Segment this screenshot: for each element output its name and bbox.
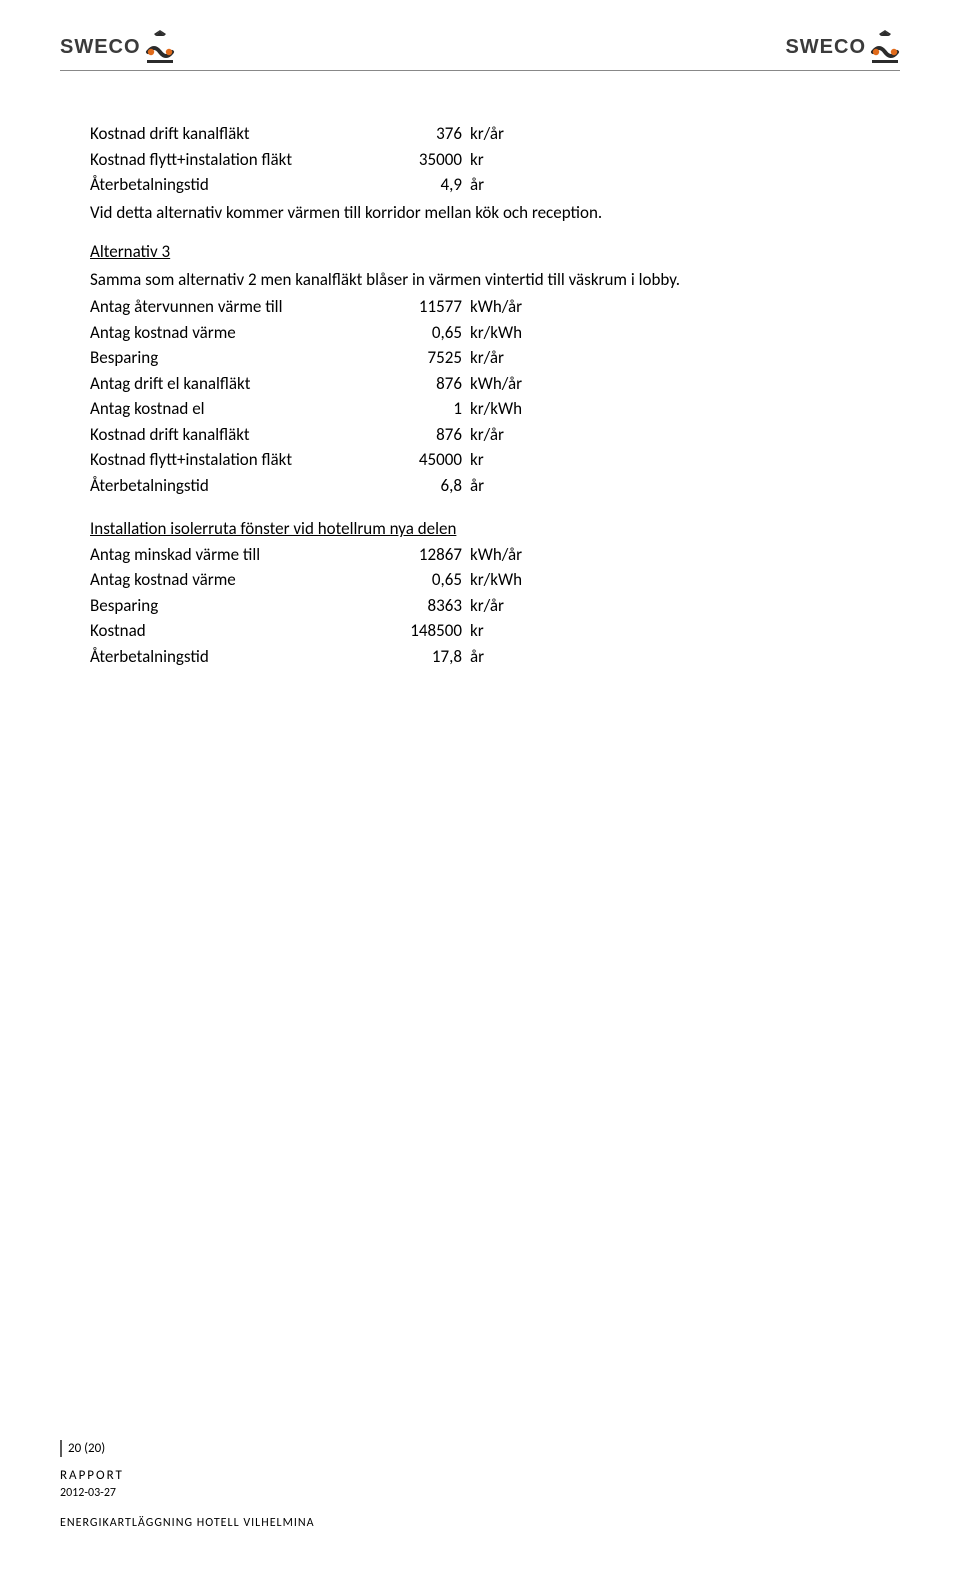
row-label: Återbetalningstid <box>90 473 390 499</box>
logo-right: SWECO <box>785 30 900 64</box>
row-unit: år <box>470 644 550 670</box>
row-label: Återbetalningstid <box>90 172 390 198</box>
section2-intro: Samma som alternativ 2 men kanalfläkt bl… <box>90 267 870 293</box>
row-label: Antag kostnad värme <box>90 320 390 346</box>
table-row: Återbetalningstid6,8år <box>90 473 870 499</box>
row-value: 35000 <box>390 147 470 173</box>
row-unit: kr/kWh <box>470 396 550 422</box>
table-row: Kostnad drift kanalfläkt376kr/år <box>90 121 870 147</box>
row-unit: kr <box>470 618 550 644</box>
footer-rapport: RAPPORT <box>60 1467 315 1485</box>
row-value: 376 <box>390 121 470 147</box>
row-unit: kr <box>470 447 550 473</box>
table-row: Kostnad148500kr <box>90 618 870 644</box>
section3-heading: Installation isolerruta fönster vid hote… <box>90 516 870 542</box>
row-unit: kWh/år <box>470 371 550 397</box>
row-value: 11577 <box>390 294 470 320</box>
row-label: Kostnad <box>90 618 390 644</box>
row-label: Kostnad flytt+instalation fläkt <box>90 447 390 473</box>
logo-word-left: SWECO <box>60 36 141 59</box>
row-unit: år <box>470 473 550 499</box>
row-value: 45000 <box>390 447 470 473</box>
table-row: Kostnad flytt+instalation fläkt35000kr <box>90 147 870 173</box>
row-unit: kr/kWh <box>470 320 550 346</box>
row-label: Återbetalningstid <box>90 644 390 670</box>
row-value: 8363 <box>390 593 470 619</box>
row-value: 876 <box>390 371 470 397</box>
content: Kostnad drift kanalfläkt376kr/årKostnad … <box>60 111 900 669</box>
row-value: 6,8 <box>390 473 470 499</box>
section-2: Alternativ 3 Samma som alternativ 2 men … <box>90 239 870 498</box>
row-label: Besparing <box>90 345 390 371</box>
table-row: Besparing8363kr/år <box>90 593 870 619</box>
row-value: 17,8 <box>390 644 470 670</box>
row-label: Besparing <box>90 593 390 619</box>
logo-left: SWECO <box>60 30 175 64</box>
row-value: 0,65 <box>390 320 470 346</box>
table-row: Antag kostnad el1kr/kWh <box>90 396 870 422</box>
section-1: Kostnad drift kanalfläkt376kr/årKostnad … <box>90 121 870 198</box>
row-value: 876 <box>390 422 470 448</box>
row-unit: år <box>470 172 550 198</box>
footer: 20 (20) RAPPORT 2012-03-27 ENERGIKARTLÄG… <box>60 1440 315 1531</box>
table-row: Antag återvunnen värme till11577kWh/år <box>90 294 870 320</box>
row-value: 0,65 <box>390 567 470 593</box>
table-row: Besparing7525kr/år <box>90 345 870 371</box>
row-label: Antag kostnad värme <box>90 567 390 593</box>
table-row: Kostnad drift kanalfläkt876kr/år <box>90 422 870 448</box>
section1-note: Vid detta alternativ kommer värmen till … <box>90 200 870 226</box>
section2-rows: Antag återvunnen värme till11577kWh/årAn… <box>90 294 870 498</box>
row-value: 1 <box>390 396 470 422</box>
table-row: Återbetalningstid4,9år <box>90 172 870 198</box>
row-value: 12867 <box>390 542 470 568</box>
row-unit: kr/kWh <box>470 567 550 593</box>
table-row: Antag kostnad värme0,65kr/kWh <box>90 320 870 346</box>
row-unit: kr <box>470 147 550 173</box>
section-3: Installation isolerruta fönster vid hote… <box>90 516 870 669</box>
logo-icon-left <box>145 30 175 64</box>
row-value: 4,9 <box>390 172 470 198</box>
row-unit: kWh/år <box>470 294 550 320</box>
row-value: 7525 <box>390 345 470 371</box>
footer-page: 20 (20) <box>60 1440 315 1458</box>
row-label: Kostnad flytt+instalation fläkt <box>90 147 390 173</box>
table-row: Kostnad flytt+instalation fläkt45000kr <box>90 447 870 473</box>
row-label: Antag drift el kanalfläkt <box>90 371 390 397</box>
row-unit: kr/år <box>470 422 550 448</box>
row-unit: kr/år <box>470 593 550 619</box>
row-unit: kr/år <box>470 121 550 147</box>
row-value: 148500 <box>390 618 470 644</box>
row-unit: kr/år <box>470 345 550 371</box>
table-row: Antag drift el kanalfläkt876kWh/år <box>90 371 870 397</box>
table-row: Antag minskad värme till12867kWh/år <box>90 542 870 568</box>
row-label: Antag kostnad el <box>90 396 390 422</box>
row-unit: kWh/år <box>470 542 550 568</box>
page-header: SWECO SWECO <box>60 30 900 71</box>
row-label: Kostnad drift kanalfläkt <box>90 422 390 448</box>
footer-title: ENERGIKARTLÄGGNING HOTELL VILHELMINA <box>60 1515 315 1531</box>
section3-rows: Antag minskad värme till12867kWh/årAntag… <box>90 542 870 670</box>
page: SWECO SWECO <box>0 0 960 1579</box>
row-label: Antag minskad värme till <box>90 542 390 568</box>
section2-heading: Alternativ 3 <box>90 239 870 265</box>
row-label: Kostnad drift kanalfläkt <box>90 121 390 147</box>
logo-word-right: SWECO <box>785 36 866 59</box>
footer-date: 2012-03-27 <box>60 1485 315 1501</box>
table-row: Antag kostnad värme0,65kr/kWh <box>90 567 870 593</box>
table-row: Återbetalningstid17,8år <box>90 644 870 670</box>
logo-icon-right <box>870 30 900 64</box>
row-label: Antag återvunnen värme till <box>90 294 390 320</box>
